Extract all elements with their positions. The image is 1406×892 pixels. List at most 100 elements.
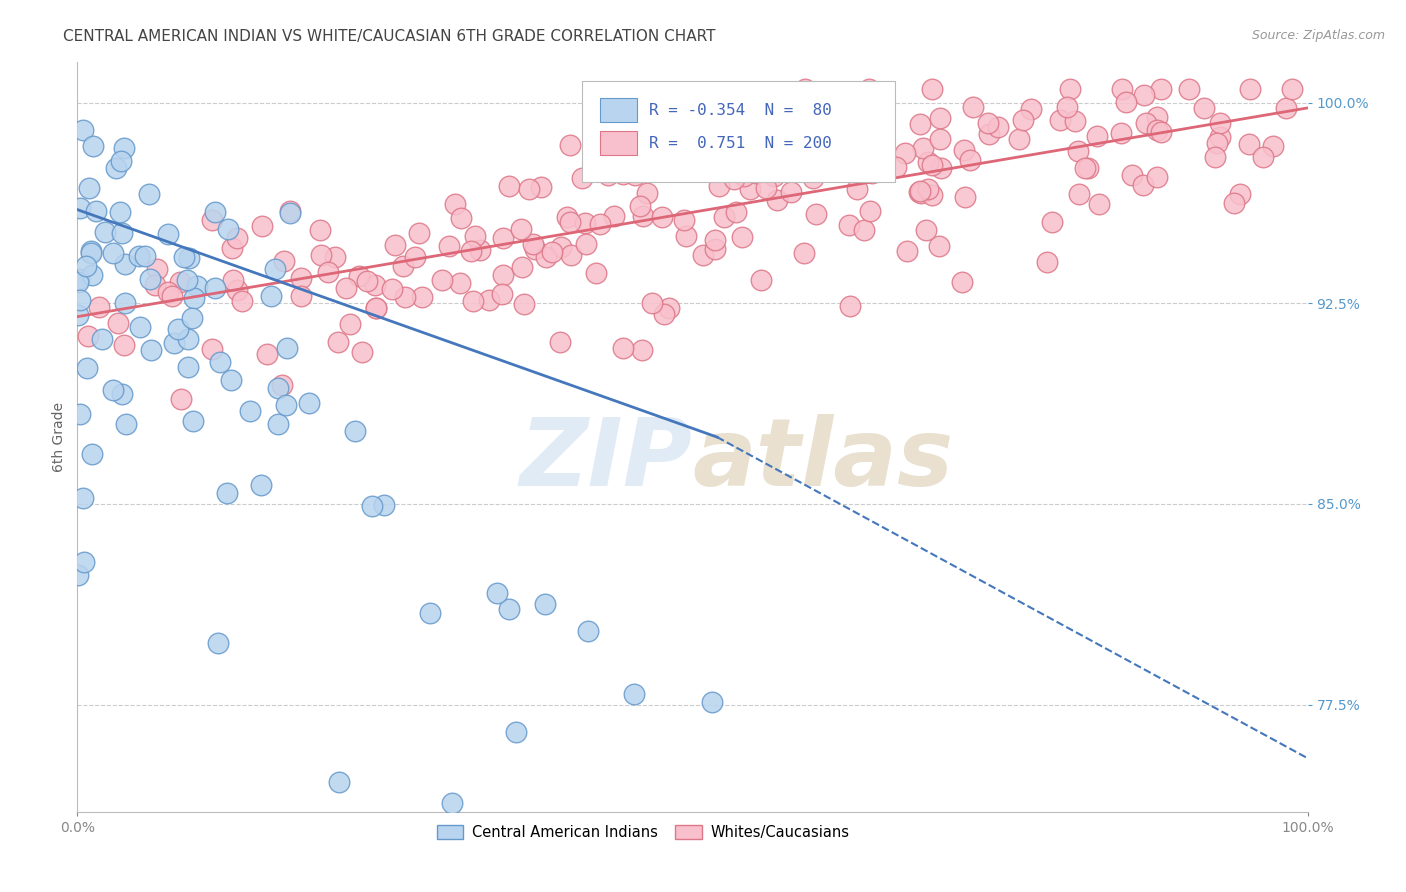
- Point: [217, 221, 239, 235]
- Point: [394, 290, 416, 304]
- Point: [524, 242, 547, 256]
- Point: [558, 214, 581, 228]
- Point: [72, 491, 94, 505]
- Point: [977, 115, 1000, 129]
- Point: [921, 82, 943, 96]
- Point: [548, 335, 571, 350]
- Point: [364, 301, 387, 315]
- Point: [962, 100, 984, 114]
- Point: [80, 268, 103, 283]
- Point: [80, 244, 103, 258]
- Point: [929, 161, 952, 175]
- Point: [449, 277, 471, 291]
- Point: [69, 293, 91, 307]
- Point: [1146, 169, 1168, 184]
- Point: [79, 245, 101, 260]
- Point: [129, 320, 152, 334]
- Point: [1206, 136, 1229, 150]
- Point: [852, 223, 875, 237]
- Point: [221, 241, 243, 255]
- Point: [264, 261, 287, 276]
- Point: [654, 128, 676, 143]
- Point: [69, 202, 91, 216]
- Point: [838, 218, 860, 232]
- Point: [347, 268, 370, 283]
- Text: atlas: atlas: [693, 414, 953, 506]
- Point: [344, 424, 367, 438]
- Point: [157, 285, 180, 300]
- Point: [908, 117, 931, 131]
- Point: [201, 213, 224, 227]
- Point: [588, 217, 610, 231]
- Point: [75, 259, 97, 273]
- Point: [1049, 113, 1071, 128]
- Point: [1019, 102, 1042, 116]
- Point: [444, 197, 467, 211]
- Point: [858, 82, 880, 96]
- Point: [419, 606, 441, 620]
- Point: [550, 240, 572, 254]
- Point: [163, 335, 186, 350]
- Y-axis label: 6th Grade: 6th Grade: [52, 402, 66, 472]
- FancyBboxPatch shape: [582, 81, 896, 182]
- Point: [651, 211, 673, 225]
- Point: [576, 624, 599, 639]
- Point: [252, 219, 274, 233]
- Text: ZIP: ZIP: [520, 414, 693, 506]
- Point: [987, 120, 1010, 134]
- Bar: [600, 131, 637, 155]
- Point: [450, 211, 472, 225]
- Point: [928, 238, 950, 252]
- Point: [799, 117, 821, 131]
- Point: [492, 268, 515, 283]
- Point: [86, 203, 108, 218]
- Point: [1209, 130, 1232, 145]
- Point: [177, 360, 200, 375]
- Point: [110, 153, 132, 168]
- Point: [793, 82, 815, 96]
- Point: [323, 250, 346, 264]
- Point: [225, 283, 247, 297]
- Point: [91, 332, 114, 346]
- Point: [156, 227, 179, 241]
- Point: [1111, 82, 1133, 96]
- Point: [66, 275, 89, 289]
- Point: [1229, 187, 1251, 202]
- Point: [558, 138, 581, 153]
- Point: [411, 290, 433, 304]
- Point: [641, 296, 664, 310]
- Point: [1135, 116, 1157, 130]
- Point: [145, 262, 167, 277]
- Point: [908, 184, 931, 198]
- Point: [628, 198, 651, 212]
- Point: [652, 307, 675, 321]
- Point: [917, 182, 939, 196]
- Point: [478, 293, 501, 308]
- Point: [114, 257, 136, 271]
- Point: [1192, 102, 1215, 116]
- Point: [723, 172, 745, 186]
- Point: [183, 291, 205, 305]
- Point: [222, 273, 245, 287]
- Point: [675, 229, 697, 244]
- Point: [713, 210, 735, 224]
- Point: [326, 334, 349, 349]
- Text: Source: ZipAtlas.com: Source: ZipAtlas.com: [1251, 29, 1385, 43]
- Point: [1063, 114, 1085, 128]
- Text: R =  0.751  N = 200: R = 0.751 N = 200: [650, 136, 832, 151]
- Point: [208, 355, 231, 369]
- Point: [179, 251, 201, 265]
- Point: [724, 205, 747, 219]
- Point: [1077, 161, 1099, 175]
- Point: [623, 168, 645, 182]
- Point: [66, 568, 89, 582]
- Point: [575, 236, 598, 251]
- Point: [360, 499, 382, 513]
- Point: [392, 259, 415, 273]
- Point: [309, 247, 332, 261]
- Point: [612, 167, 634, 181]
- Point: [72, 122, 94, 136]
- Point: [1036, 254, 1059, 268]
- Point: [585, 266, 607, 280]
- Point: [440, 797, 463, 811]
